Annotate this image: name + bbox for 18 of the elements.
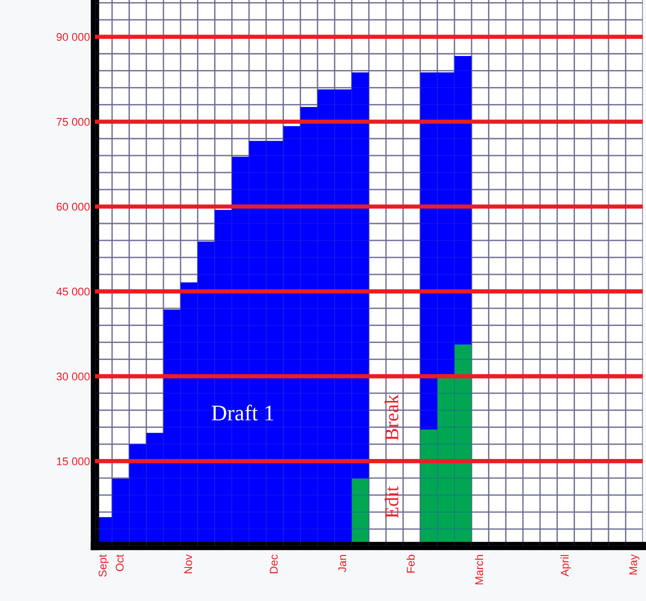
- x-tick-label: Sept: [98, 554, 109, 577]
- y-tick-label: 75 000: [56, 118, 90, 126]
- x-tick-label: Dec: [270, 554, 278, 574]
- y-tick-label: 60 000: [56, 202, 90, 211]
- y-tick-label: 15 000: [56, 457, 90, 466]
- annotation: Draft 1: [212, 404, 274, 421]
- x-tick-label: Feb: [406, 554, 415, 573]
- x-tick-label: April: [560, 555, 571, 577]
- y-tick-label: 90 000: [56, 33, 90, 41]
- x-tick-label: March: [474, 555, 484, 584]
- x-tick-label: Oct: [116, 554, 124, 572]
- x-tick-label: May: [629, 554, 640, 574]
- annotation: Edit: [384, 486, 398, 518]
- annotation: Break: [384, 394, 398, 440]
- y-tick-label: 45 000: [56, 288, 90, 296]
- y-tick-label: 30 000: [56, 372, 90, 380]
- x-tick-label: Jan: [338, 555, 346, 572]
- x-tick-label: Nov: [184, 554, 192, 574]
